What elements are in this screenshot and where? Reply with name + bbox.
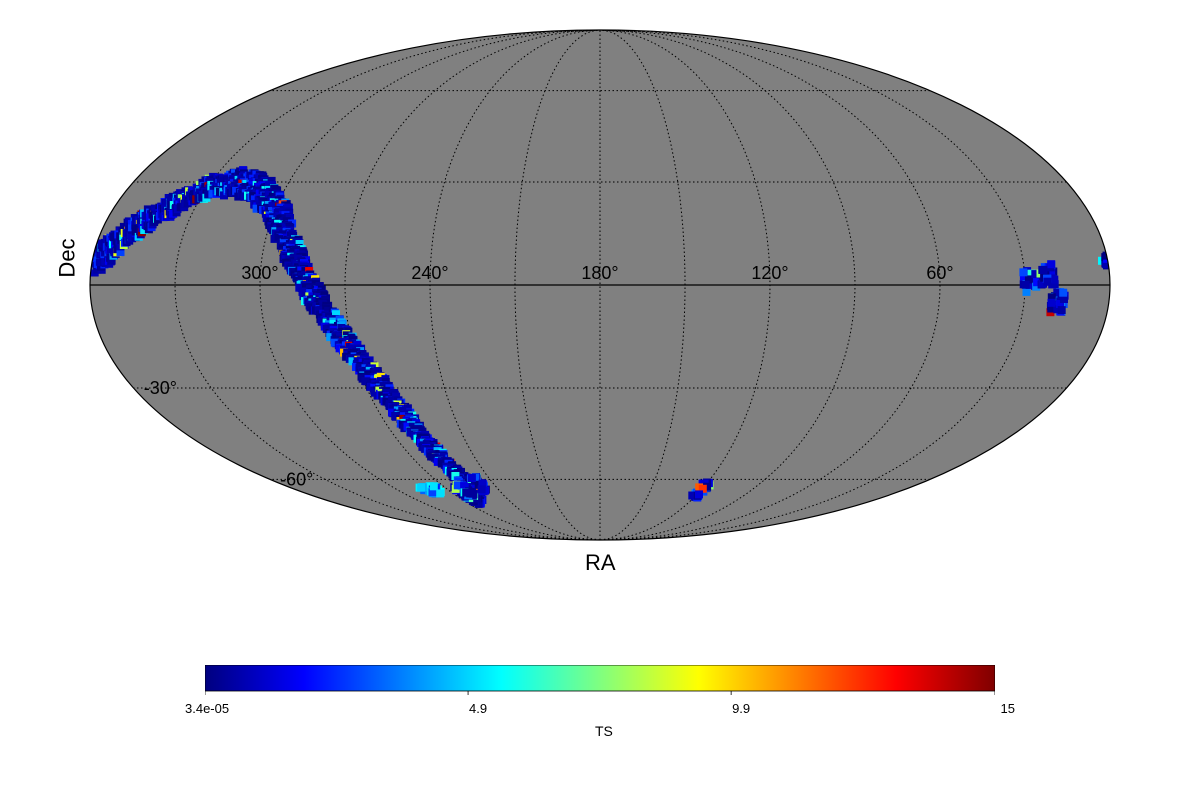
- colorbar-svg: [205, 665, 995, 695]
- colorbar-tick-label: 15: [955, 701, 1015, 716]
- colorbar-label: TS: [595, 723, 613, 739]
- colorbar-tick-label: 4.9: [448, 701, 508, 716]
- ra-tick-label: 300°: [241, 263, 278, 283]
- sky-svg: 300° 240° 180° 120° 60° -60° -30°: [40, 20, 1160, 600]
- ra-tick-label: 120°: [751, 263, 788, 283]
- ra-tick-label: 180°: [581, 263, 618, 283]
- x-axis-label: RA: [585, 550, 616, 576]
- colorbar: 3.4e-054.99.915 TS: [205, 665, 995, 765]
- ra-tick-label: 240°: [411, 263, 448, 283]
- sky-map-mollweide: 300° 240° 180° 120° 60° -60° -30° RA Dec: [40, 20, 1160, 600]
- ra-tick-label: 60°: [926, 263, 953, 283]
- y-axis-label: Dec: [55, 238, 81, 277]
- colorbar-tick-label: 3.4e-05: [185, 701, 245, 716]
- colorbar-tick-label: 9.9: [711, 701, 771, 716]
- dec-tick-label: -30°: [144, 378, 177, 398]
- colorbar-rect: [205, 665, 995, 691]
- dec-tick-label: -60°: [280, 469, 313, 489]
